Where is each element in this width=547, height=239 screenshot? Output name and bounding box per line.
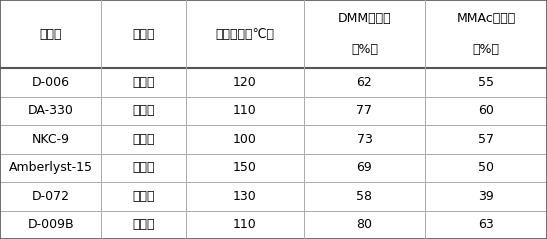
- Text: 130: 130: [233, 190, 257, 203]
- Text: 150: 150: [233, 161, 257, 174]
- Text: 醇溢剂: 醇溢剂: [132, 27, 155, 41]
- Text: 58: 58: [357, 190, 373, 203]
- Text: 120: 120: [233, 76, 257, 89]
- Text: 57: 57: [478, 133, 494, 146]
- Text: 77: 77: [357, 104, 373, 117]
- Text: NKC-9: NKC-9: [32, 133, 69, 146]
- Text: 处理温度（℃）: 处理温度（℃）: [216, 27, 274, 41]
- Text: 50: 50: [478, 161, 494, 174]
- Text: DA-330: DA-330: [28, 104, 73, 117]
- Text: 110: 110: [233, 218, 257, 231]
- Text: 110: 110: [233, 104, 257, 117]
- Text: 正己醇: 正己醇: [132, 218, 155, 231]
- Text: D-009B: D-009B: [27, 218, 74, 231]
- Text: 正己醇: 正己醇: [132, 161, 155, 174]
- Text: 73: 73: [357, 133, 373, 146]
- Text: 69: 69: [357, 161, 373, 174]
- Text: 正己醇: 正己醇: [132, 133, 155, 146]
- Text: 80: 80: [357, 218, 373, 231]
- Text: 正己醇: 正己醇: [132, 104, 155, 117]
- Text: 100: 100: [233, 133, 257, 146]
- Text: 62: 62: [357, 76, 373, 89]
- Text: D-072: D-072: [32, 190, 69, 203]
- Text: 63: 63: [478, 218, 494, 231]
- Text: 正己醇: 正己醇: [132, 76, 155, 89]
- Text: 正己醇: 正己醇: [132, 190, 155, 203]
- Text: 55: 55: [478, 76, 494, 89]
- Text: 39: 39: [478, 190, 494, 203]
- Text: 催化剂: 催化剂: [39, 27, 62, 41]
- Text: Amberlyst-15: Amberlyst-15: [9, 161, 92, 174]
- Text: （%）: （%）: [351, 43, 378, 56]
- Text: （%）: （%）: [473, 43, 499, 56]
- Text: D-006: D-006: [32, 76, 69, 89]
- Text: 60: 60: [478, 104, 494, 117]
- Text: DMM转化率: DMM转化率: [337, 12, 391, 25]
- Text: MMAc选择性: MMAc选择性: [457, 12, 516, 25]
